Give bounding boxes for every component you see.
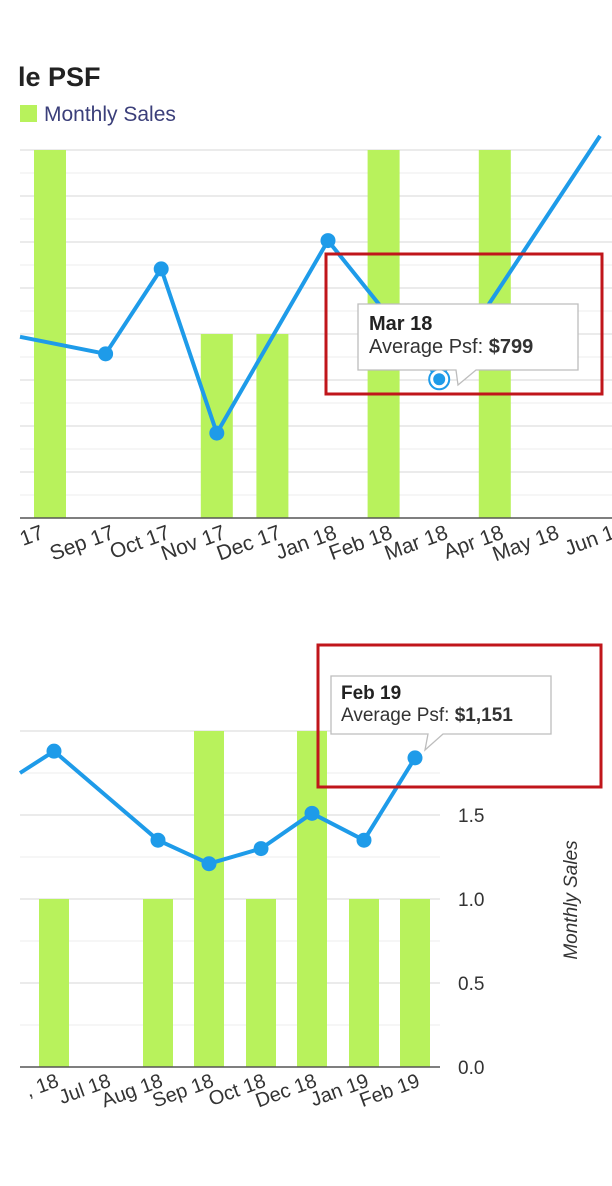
- tooltip-label: Average Psf:: [341, 705, 455, 726]
- line-point: [46, 743, 62, 759]
- bar: [143, 899, 173, 1067]
- y-tick-label: 0.0: [458, 1058, 484, 1079]
- y-tick-label: 1.5: [458, 806, 484, 827]
- bar: [39, 899, 69, 1067]
- bar: [34, 150, 66, 518]
- tooltip-box: [330, 675, 552, 752]
- bar: [256, 334, 289, 518]
- tooltip-label: Average Psf:: [369, 336, 489, 358]
- line-point: [253, 841, 269, 857]
- line-point: [201, 856, 217, 872]
- x-tick-label: Feb 19: [357, 1070, 423, 1112]
- line-point: [407, 750, 423, 766]
- line-point: [153, 261, 169, 277]
- line-point: [356, 832, 372, 848]
- line-point: [304, 805, 320, 821]
- bar: [246, 899, 276, 1067]
- y-axis-label: Monthly Sales: [561, 840, 582, 960]
- bar: [297, 731, 327, 1067]
- line-point-highlight: [433, 373, 446, 386]
- line-series: [18, 749, 417, 866]
- legend-label: Monthly Sales: [44, 103, 176, 126]
- line-point: [320, 233, 336, 249]
- chart-title: le PSF: [18, 62, 101, 92]
- line-point: [150, 832, 166, 848]
- line-point: [98, 346, 114, 362]
- x-tick-label: 17: [17, 521, 47, 551]
- tooltip-line: Average Psf: $1,151: [341, 705, 513, 726]
- legend-swatch: [20, 105, 37, 122]
- tooltip-line: Average Psf: $799: [369, 336, 533, 358]
- bar: [194, 731, 224, 1067]
- chart-panel-bottom: 0.0 0.5 1.0 1.5 Monthly Sales, 18 Jul 18 Aug 1…: [0, 620, 612, 1186]
- tooltip-box: [357, 303, 579, 387]
- tooltip-value: $799: [489, 336, 534, 358]
- bar: [400, 899, 430, 1067]
- tooltip-title: Feb 19: [341, 683, 401, 704]
- y-tick-label: 1.0: [458, 890, 484, 911]
- tooltip-title: Mar 18: [369, 313, 432, 335]
- line-series: [19, 134, 602, 436]
- chart-panel-top: le PSF Monthly Sales 17 Sep 17 Oct 17 Nov 17 D…: [17, 62, 612, 566]
- highlight-box: [316, 643, 603, 789]
- x-tick-label: Jun 1: [562, 521, 612, 560]
- y-tick-label: 0.5: [458, 974, 484, 995]
- bar: [349, 899, 379, 1067]
- x-tick-label: , 18: [23, 1070, 62, 1102]
- line-point: [209, 425, 225, 441]
- highlight-box: [324, 252, 604, 396]
- tooltip-value: $1,151: [455, 705, 514, 726]
